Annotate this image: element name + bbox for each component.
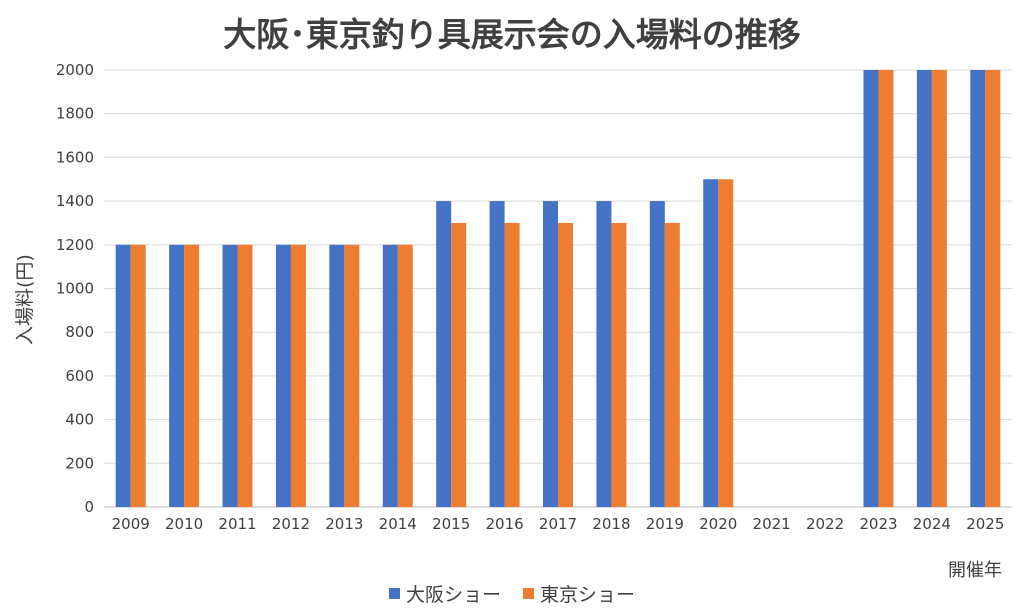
legend-item-osaka: 大阪ショー <box>388 580 501 607</box>
bar <box>703 179 719 507</box>
bar <box>611 222 627 507</box>
bar <box>275 244 291 508</box>
bar <box>558 222 573 507</box>
x-tick-label: 2019 <box>646 515 684 533</box>
bar <box>169 244 185 508</box>
bar <box>543 201 558 507</box>
x-tick-label: 2024 <box>913 515 951 533</box>
y-tick-label: 0 <box>84 498 94 516</box>
bar <box>718 179 734 507</box>
legend-swatch-osaka <box>388 588 400 599</box>
y-tick-label: 2000 <box>56 61 94 79</box>
x-tick-label: 2017 <box>539 515 577 533</box>
bar <box>878 70 894 507</box>
bar <box>985 70 1001 507</box>
y-tick-label: 800 <box>65 323 94 341</box>
x-tick-label: 2023 <box>859 515 897 533</box>
x-tick-label: 2009 <box>112 515 150 533</box>
x-tick-label: 2025 <box>966 515 1004 533</box>
x-tick-label: 2015 <box>432 515 470 533</box>
x-tick-label: 2018 <box>592 515 630 533</box>
bar <box>290 244 306 508</box>
legend: 大阪ショー 東京ショー <box>0 580 1024 607</box>
y-tick-label: 1800 <box>56 105 94 123</box>
bar <box>970 70 986 507</box>
legend-label-tokyo: 東京ショー <box>540 584 636 606</box>
y-tick-label: 600 <box>65 367 94 385</box>
bar <box>130 244 146 508</box>
x-axis-title: 開催年 <box>948 560 1002 581</box>
bar <box>397 244 413 508</box>
bar <box>664 222 680 507</box>
x-tick-label: 2012 <box>272 515 310 533</box>
bar <box>451 222 467 507</box>
x-tick-label: 2021 <box>753 515 791 533</box>
x-tick-label: 2010 <box>165 515 203 533</box>
legend-swatch-tokyo <box>523 588 534 599</box>
bar <box>436 201 452 507</box>
bar <box>222 244 238 508</box>
bar <box>489 201 505 507</box>
bar <box>596 201 612 507</box>
bar <box>184 244 200 508</box>
bar <box>382 244 398 508</box>
chart-title: 大阪･東京釣り具展示会の入場料の推移 <box>223 15 801 54</box>
bar <box>916 70 932 507</box>
bar <box>649 201 665 507</box>
x-tick-label: 2013 <box>325 515 363 533</box>
y-tick-label: 1400 <box>56 192 94 210</box>
x-tick-label: 2014 <box>379 515 417 533</box>
y-tick-label: 1000 <box>56 280 94 298</box>
y-tick-label: 1600 <box>56 148 94 166</box>
bar <box>504 222 520 507</box>
y-tick-label: 200 <box>65 454 94 472</box>
x-tick-label: 2020 <box>699 515 737 533</box>
y-tick-label: 400 <box>65 411 94 429</box>
bar <box>931 70 947 507</box>
legend-label-osaka: 大阪ショー <box>405 584 501 606</box>
x-tick-label: 2011 <box>218 515 256 533</box>
bar <box>237 244 253 508</box>
bar <box>115 244 131 508</box>
bar <box>863 70 879 507</box>
x-tick-label: 2016 <box>485 515 523 533</box>
legend-item-tokyo: 東京ショー <box>523 580 635 607</box>
bar <box>329 244 345 508</box>
bar <box>344 244 360 508</box>
y-tick-label: 1200 <box>56 236 94 254</box>
x-tick-label: 2022 <box>806 515 844 533</box>
